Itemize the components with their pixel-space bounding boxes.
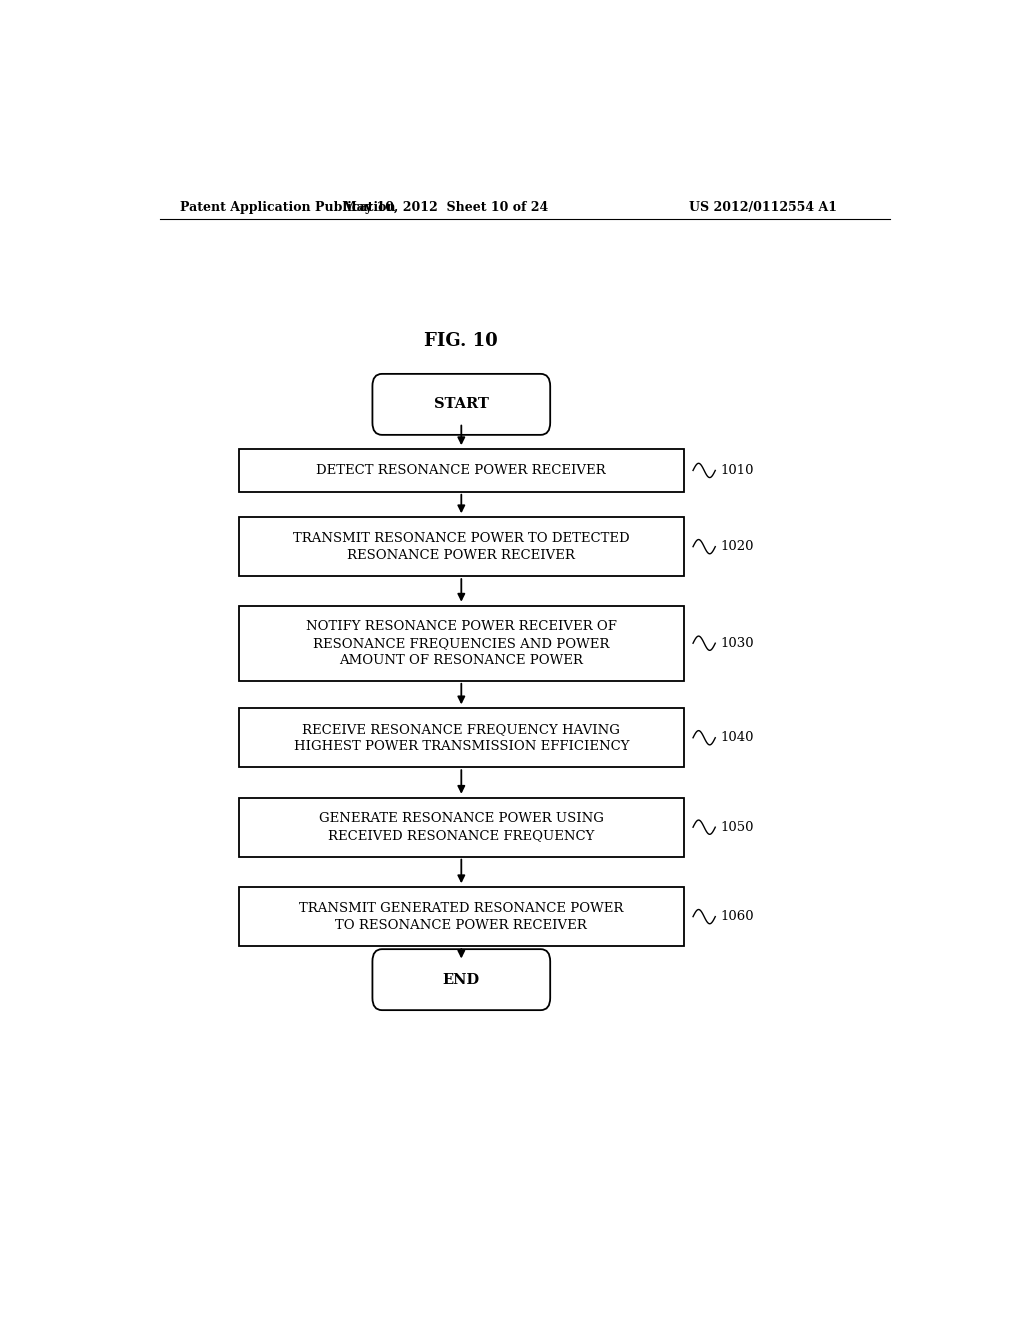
Bar xyxy=(239,517,684,576)
FancyBboxPatch shape xyxy=(373,949,550,1010)
Text: 1020: 1020 xyxy=(721,540,755,553)
Text: May 10, 2012  Sheet 10 of 24: May 10, 2012 Sheet 10 of 24 xyxy=(343,201,548,214)
Bar xyxy=(239,709,684,767)
Text: END: END xyxy=(442,973,480,986)
Text: 1030: 1030 xyxy=(721,636,755,649)
Text: 1050: 1050 xyxy=(721,821,755,834)
Text: START: START xyxy=(434,397,488,412)
Text: Patent Application Publication: Patent Application Publication xyxy=(179,201,395,214)
Text: FIG. 10: FIG. 10 xyxy=(424,333,499,350)
Text: 1040: 1040 xyxy=(721,731,755,744)
Text: 1010: 1010 xyxy=(721,463,755,477)
Text: TRANSMIT GENERATED RESONANCE POWER
TO RESONANCE POWER RECEIVER: TRANSMIT GENERATED RESONANCE POWER TO RE… xyxy=(299,902,624,932)
Text: NOTIFY RESONANCE POWER RECEIVER OF
RESONANCE FREQUENCIES AND POWER
AMOUNT OF RES: NOTIFY RESONANCE POWER RECEIVER OF RESON… xyxy=(306,619,616,667)
FancyBboxPatch shape xyxy=(373,374,550,434)
Text: RECEIVE RESONANCE FREQUENCY HAVING
HIGHEST POWER TRANSMISSION EFFICIENCY: RECEIVE RESONANCE FREQUENCY HAVING HIGHE… xyxy=(294,723,629,752)
Bar xyxy=(239,887,684,946)
Bar xyxy=(239,449,684,492)
Text: DETECT RESONANCE POWER RECEIVER: DETECT RESONANCE POWER RECEIVER xyxy=(316,463,606,477)
Text: US 2012/0112554 A1: US 2012/0112554 A1 xyxy=(689,201,837,214)
Text: 1060: 1060 xyxy=(721,909,755,923)
Text: GENERATE RESONANCE POWER USING
RECEIVED RESONANCE FREQUENCY: GENERATE RESONANCE POWER USING RECEIVED … xyxy=(318,812,604,842)
Bar xyxy=(239,797,684,857)
Bar xyxy=(239,606,684,681)
Text: TRANSMIT RESONANCE POWER TO DETECTED
RESONANCE POWER RECEIVER: TRANSMIT RESONANCE POWER TO DETECTED RES… xyxy=(293,532,630,562)
